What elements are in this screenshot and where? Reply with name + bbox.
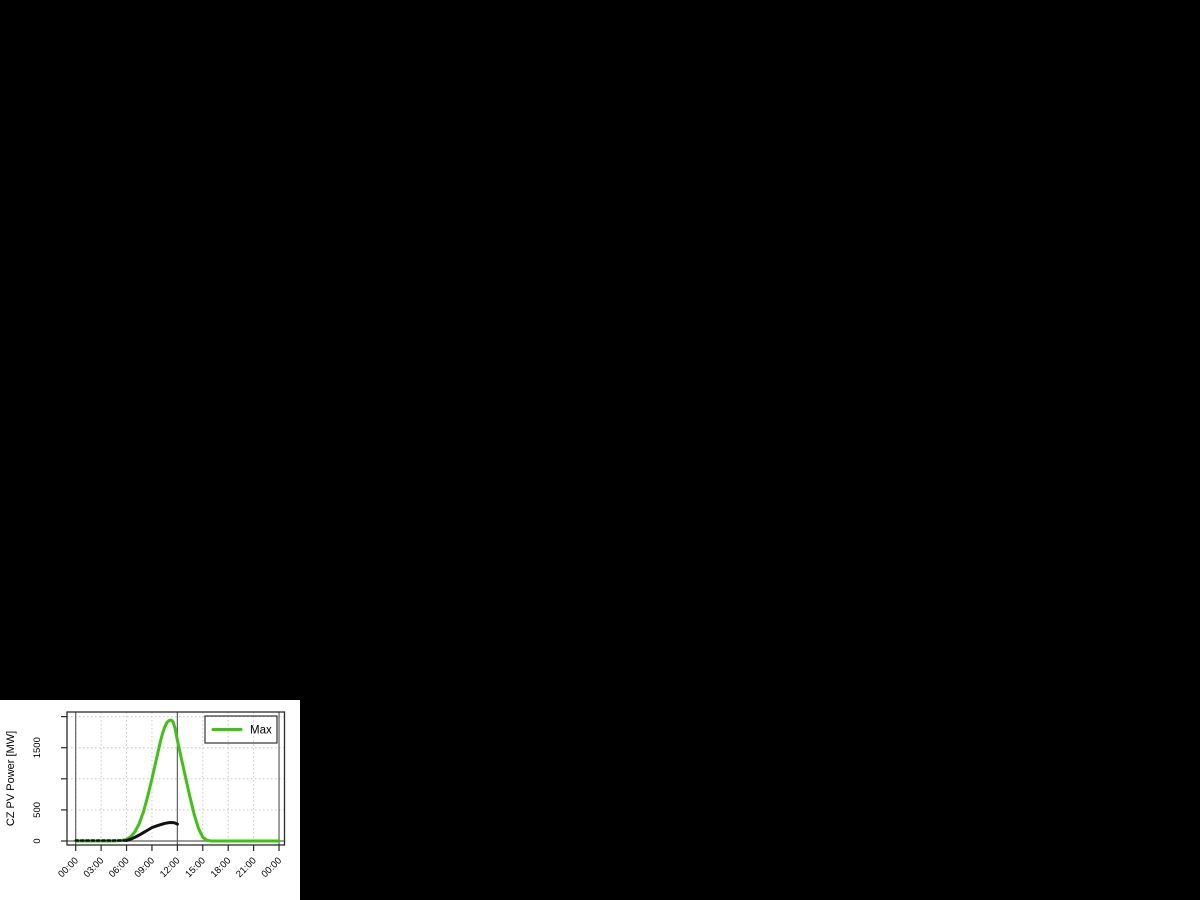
x-tick-label: 06:00 xyxy=(107,855,132,880)
y-tick-label: 0 xyxy=(32,838,43,843)
x-tick-label: 18:00 xyxy=(209,855,234,880)
x-tick-label: 09:00 xyxy=(132,855,157,880)
x-tick-label: 00:00 xyxy=(56,855,81,880)
legend-box xyxy=(204,715,278,744)
x-tick-label: 00:00 xyxy=(260,855,285,880)
y-axis-label: CZ PV Power [MW] xyxy=(5,731,17,826)
pv-chart-panel: 00:00 03:00 06:00 09:00 12:00 15:00 18:00 21:00… xyxy=(0,700,300,900)
x-tick-label: 12:00 xyxy=(158,855,183,880)
y-tick-label: 1500 xyxy=(32,737,43,758)
measured-unlabeled-series-line xyxy=(125,820,179,842)
x-tick-label: 21:00 xyxy=(234,855,259,880)
pv-power-chart: 00:00 03:00 06:00 09:00 12:00 15:00 18:00 21:00… xyxy=(5,711,286,880)
y-tick-label: 500 xyxy=(32,802,43,818)
x-tick-label: 15:00 xyxy=(183,855,208,880)
x-tick-label: 03:00 xyxy=(82,855,107,880)
legend-max-label: Max xyxy=(250,725,272,737)
